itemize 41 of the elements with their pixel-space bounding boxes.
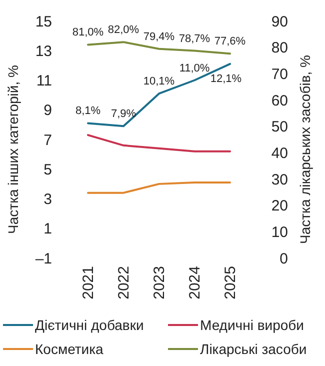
y-tick-label: 11 — [36, 72, 52, 90]
legend-label: Косметика — [35, 340, 104, 357]
data-label: 82,0% — [108, 24, 140, 36]
x-tick-label: 2025 — [222, 266, 239, 300]
y-tick-label: 1 — [44, 220, 52, 238]
data-label: 12,1% — [210, 72, 242, 85]
data-label: 10,1% — [143, 76, 175, 88]
y2-tick-label: 70 — [271, 66, 288, 83]
y-tick-label: 3 — [44, 191, 52, 208]
y2-tick-label: 40 — [271, 144, 288, 162]
data-label: 77,6% — [214, 36, 246, 48]
y-axis-title: Частка інших категорій, % — [5, 65, 21, 234]
data-label: 79,4% — [143, 30, 175, 43]
y-tick-label: 7 — [44, 132, 52, 149]
y2-tick-label: 80 — [271, 40, 288, 57]
y2-axis-title: Частка лікарських засобів, % — [297, 55, 313, 244]
data-label: 81,0% — [72, 26, 104, 39]
data-label: 78,7% — [178, 32, 210, 45]
y2-tick-label: 50 — [271, 118, 288, 136]
y2-tick-label: 10 — [271, 224, 288, 241]
legend-label: Лікарські засоби — [200, 340, 307, 357]
x-tick-label: 2022 — [116, 266, 132, 300]
y-tick-label: 13 — [35, 42, 52, 60]
y-tick-label: –1 — [35, 250, 52, 268]
y-tick-label: 5 — [44, 161, 52, 178]
legend-label: Дієтичні добавки — [35, 316, 144, 333]
data-label: 8,1% — [75, 105, 101, 118]
y2-tick-label: 60 — [271, 92, 288, 110]
data-label: 7,9% — [110, 108, 136, 120]
y2-tick-label: 20 — [271, 198, 288, 215]
y2-tick-label: 90 — [271, 13, 288, 30]
y2-tick-label: 30 — [271, 171, 288, 188]
y-tick-label: 15 — [35, 13, 52, 30]
x-tick-label: 2023 — [151, 266, 168, 300]
line-series — [87, 134, 231, 152]
data-label: 11,0% — [179, 62, 210, 74]
legend-label: Медичні вироби — [200, 316, 304, 333]
x-tick-label: 2021 — [80, 266, 97, 300]
y2-tick-label: 0 — [280, 250, 288, 268]
y-tick-label: 9 — [44, 102, 52, 120]
x-tick-label: 2024 — [186, 266, 204, 300]
